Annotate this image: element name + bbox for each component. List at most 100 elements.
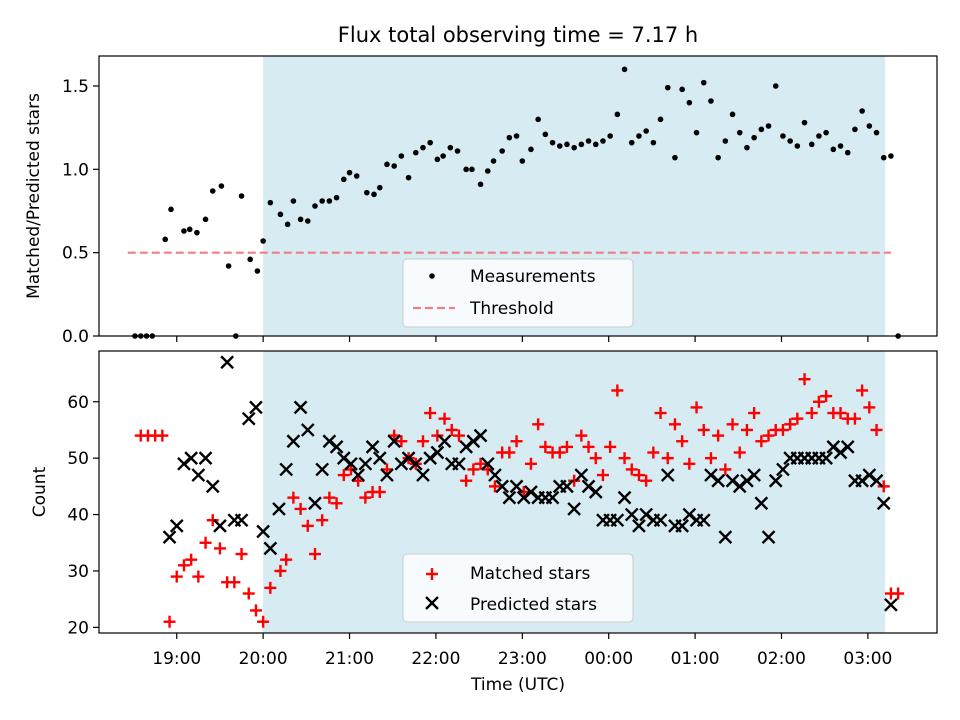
measurement-point bbox=[772, 83, 779, 89]
predicted-star-point bbox=[241, 411, 256, 426]
x-tick-label: 00:00 bbox=[584, 649, 633, 669]
predicted-star-point bbox=[632, 518, 646, 533]
bottom-y-axis: 20 30 40 50 60 bbox=[67, 393, 99, 638]
matched-star-point bbox=[877, 480, 890, 493]
matched-star-point bbox=[228, 576, 241, 589]
matched-star-point bbox=[416, 435, 429, 448]
top-plot-frame bbox=[98, 55, 938, 337]
legend-matched-label: Matched stars bbox=[470, 564, 590, 584]
predicted-star-d2 bbox=[198, 451, 213, 466]
predicted-star-d2 bbox=[711, 473, 725, 488]
measurement-point bbox=[490, 158, 497, 164]
matched-star-point bbox=[596, 469, 609, 482]
measurement-point bbox=[340, 176, 347, 183]
matched-star-point bbox=[856, 384, 869, 397]
measurement-point bbox=[420, 144, 426, 151]
bottom-x-axis: 19:00 20:00 21:00 22:00 23:00 00:00 01:00 02:00… bbox=[152, 633, 892, 669]
predicted-star-point bbox=[380, 468, 394, 482]
matched-star-point bbox=[726, 418, 739, 431]
measurement-point bbox=[209, 188, 216, 194]
predicted-star-point bbox=[617, 490, 632, 505]
predicted-star-d2 bbox=[286, 434, 301, 449]
predicted-star-point bbox=[437, 434, 452, 449]
measurement-point bbox=[643, 128, 649, 134]
measurement-point bbox=[880, 154, 887, 161]
predicted-star-d2 bbox=[675, 518, 689, 533]
measurement-point bbox=[238, 193, 245, 199]
measurement-point bbox=[267, 199, 274, 206]
measurement-point bbox=[440, 153, 446, 159]
measurement-point bbox=[194, 229, 200, 236]
x-tick-label: 01:00 bbox=[671, 649, 720, 669]
predicted-star-point bbox=[191, 468, 206, 482]
matched-star-point bbox=[424, 407, 437, 420]
measurement-point bbox=[304, 218, 311, 224]
predicted-star-d2 bbox=[249, 400, 263, 415]
predicted-star-d2 bbox=[840, 440, 855, 454]
matched-star-point bbox=[618, 452, 631, 465]
predicted-star-point bbox=[430, 445, 445, 460]
measurement-point bbox=[290, 198, 297, 204]
predicted-star-point bbox=[234, 513, 249, 528]
measurement-point bbox=[284, 221, 291, 228]
predicted-star-d2 bbox=[205, 479, 220, 494]
predicted-star-d2 bbox=[213, 518, 227, 533]
measurement-point bbox=[427, 139, 433, 146]
measurement-point bbox=[571, 144, 577, 151]
matched-star-point bbox=[632, 469, 645, 482]
measurement-point bbox=[454, 148, 461, 154]
predicted-star-d2 bbox=[545, 490, 560, 505]
measurement-point bbox=[371, 191, 377, 198]
predicted-star-point bbox=[488, 468, 502, 482]
measurement-point bbox=[477, 181, 484, 188]
predicted-star-point bbox=[263, 541, 278, 556]
matched-star-point bbox=[863, 401, 876, 414]
predicted-star-d2 bbox=[279, 462, 294, 477]
predicted-star-d2 bbox=[241, 411, 256, 426]
predicted-star-point bbox=[365, 440, 380, 454]
measurement-point bbox=[780, 133, 786, 139]
bottom-data-layer bbox=[134, 355, 905, 628]
predicted-star-d2 bbox=[567, 502, 582, 516]
legend-measurements-label: Measurements bbox=[470, 267, 596, 287]
predicted-star-point bbox=[249, 400, 263, 415]
measurement-point bbox=[578, 141, 585, 148]
predicted-star-d2 bbox=[725, 473, 740, 488]
measurement-point bbox=[312, 203, 318, 209]
measurement-point bbox=[186, 226, 193, 233]
top-legend-box bbox=[402, 258, 634, 328]
bottom-y-tick-label: 30 bbox=[67, 562, 89, 582]
x-axis-label: Time (UTC) bbox=[470, 675, 565, 695]
predicted-star-d2 bbox=[191, 468, 206, 482]
measurement-point bbox=[364, 189, 370, 196]
legend-measurements-marker bbox=[429, 273, 435, 279]
matched-star-point bbox=[791, 412, 804, 425]
predicted-star-d2 bbox=[884, 597, 898, 612]
predicted-star-point bbox=[675, 518, 689, 533]
matched-star-point bbox=[676, 435, 689, 448]
measurement-point bbox=[260, 238, 266, 244]
measurement-point bbox=[181, 228, 187, 234]
measurement-point bbox=[830, 146, 837, 153]
top-data-layer bbox=[127, 66, 901, 339]
measurement-point bbox=[469, 166, 475, 173]
matched-star-point bbox=[431, 429, 444, 442]
predicted-star-d2 bbox=[574, 468, 589, 482]
legend-predicted-label: Predicted stars bbox=[470, 595, 597, 615]
matched-star-point bbox=[359, 491, 372, 504]
predicted-star-d2 bbox=[401, 451, 416, 466]
predicted-star-d2 bbox=[862, 468, 877, 482]
bottom-y-tick-label: 60 bbox=[67, 393, 89, 413]
measurement-point bbox=[535, 116, 541, 123]
predicted-star-d2 bbox=[322, 434, 337, 449]
measurement-point bbox=[794, 143, 801, 149]
matched-star-point bbox=[264, 581, 277, 594]
predicted-star-d2 bbox=[696, 513, 711, 528]
top-y-axis-label: Matched/Predicted stars bbox=[24, 93, 44, 299]
predicted-star-d2 bbox=[610, 513, 625, 528]
measurement-point bbox=[729, 111, 736, 118]
predicted-star-d2 bbox=[220, 355, 234, 370]
predicted-star-point bbox=[256, 524, 270, 539]
measurement-point bbox=[664, 84, 671, 91]
predicted-star-point bbox=[768, 473, 783, 488]
